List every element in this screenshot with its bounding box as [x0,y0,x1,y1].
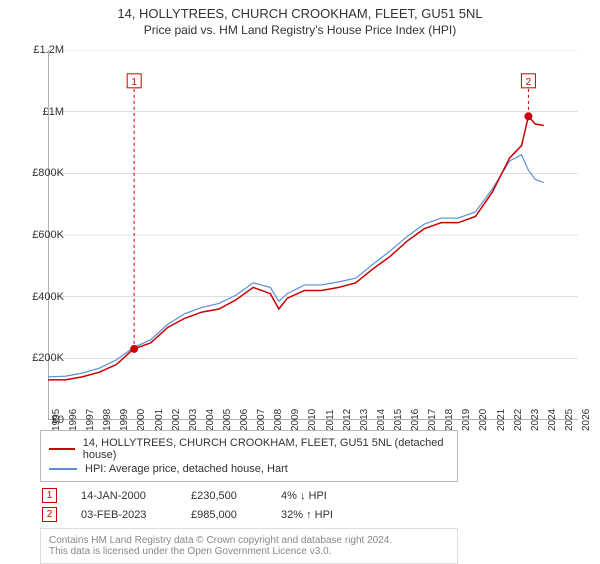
price-chart: 12 [48,50,578,420]
license-line-1: Contains HM Land Registry data © Crown c… [49,535,449,546]
x-tick-label: 2018 [444,409,455,431]
x-tick-label: 2002 [171,409,182,431]
chart-title-block: 14, HOLLYTREES, CHURCH CROOKHAM, FLEET, … [0,0,600,37]
chart-subtitle: Price paid vs. HM Land Registry's House … [0,23,600,37]
transaction-delta: 32% ↑ HPI [281,509,391,521]
chart-footer: 14, HOLLYTREES, CHURCH CROOKHAM, FLEET, … [40,430,580,564]
transaction-delta: 4% ↓ HPI [281,490,391,502]
svg-text:1: 1 [131,77,137,88]
x-tick-label: 2023 [530,409,541,431]
y-tick-label: £1.2M [20,44,64,56]
x-tick-label: 2008 [273,409,284,431]
y-tick-label: £800K [20,167,64,179]
transaction-list: 1 14-JAN-2000£230,5004% ↓ HPI 2 03-FEB-2023… [40,488,580,522]
transaction-date: 03-FEB-2023 [81,509,191,521]
x-tick-label: 1999 [119,409,130,431]
legend-swatch [49,448,75,450]
transaction-row: 2 03-FEB-2023£985,00032% ↑ HPI [42,507,580,522]
x-tick-label: 2011 [325,409,336,431]
x-tick-label: 2016 [410,409,421,431]
x-tick-label: 2000 [136,409,147,431]
x-tick-label: 2019 [461,409,472,431]
x-tick-label: 2022 [513,409,524,431]
transaction-date: 14-JAN-2000 [81,490,191,502]
x-tick-label: 2012 [342,409,353,431]
x-tick-label: 2015 [393,409,404,431]
legend-swatch [49,468,77,470]
x-tick-label: 2025 [564,409,575,431]
x-tick-label: 2003 [188,409,199,431]
x-tick-label: 2017 [427,409,438,431]
x-tick-label: 2020 [478,409,489,431]
x-tick-label: 2009 [290,409,301,431]
x-tick-label: 2001 [154,409,165,431]
x-tick-label: 2013 [359,409,370,431]
x-tick-label: 2021 [496,409,507,431]
legend-label: HPI: Average price, detached house, Hart [85,463,288,475]
x-tick-label: 2005 [222,409,233,431]
x-tick-label: 2007 [256,409,267,431]
x-tick-label: 2006 [239,409,250,431]
y-tick-label: £200K [20,352,64,364]
svg-text:2: 2 [526,77,532,88]
x-tick-label: 2010 [307,409,318,431]
y-tick-label: £400K [20,291,64,303]
x-tick-label: 1998 [102,409,113,431]
x-tick-label: 2024 [547,409,558,431]
x-tick-label: 2014 [376,409,387,431]
x-tick-label: 1995 [51,409,62,431]
chart-title: 14, HOLLYTREES, CHURCH CROOKHAM, FLEET, … [0,6,600,21]
transaction-price: £985,000 [191,509,281,521]
transaction-marker: 1 [42,488,57,503]
x-tick-label: 2004 [205,409,216,431]
transaction-marker: 2 [42,507,57,522]
y-tick-label: £1M [20,106,64,118]
legend-label: 14, HOLLYTREES, CHURCH CROOKHAM, FLEET, … [83,437,449,461]
x-tick-label: 2026 [581,409,592,431]
transaction-price: £230,500 [191,490,281,502]
y-tick-label: £600K [20,229,64,241]
license-line-2: This data is licensed under the Open Gov… [49,546,449,557]
legend-row: HPI: Average price, detached house, Hart [49,463,449,475]
x-tick-label: 1996 [68,409,79,431]
license-notice: Contains HM Land Registry data © Crown c… [40,528,458,564]
legend-row: 14, HOLLYTREES, CHURCH CROOKHAM, FLEET, … [49,437,449,461]
transaction-row: 1 14-JAN-2000£230,5004% ↓ HPI [42,488,580,503]
x-tick-label: 1997 [85,409,96,431]
legend: 14, HOLLYTREES, CHURCH CROOKHAM, FLEET, … [40,430,458,482]
